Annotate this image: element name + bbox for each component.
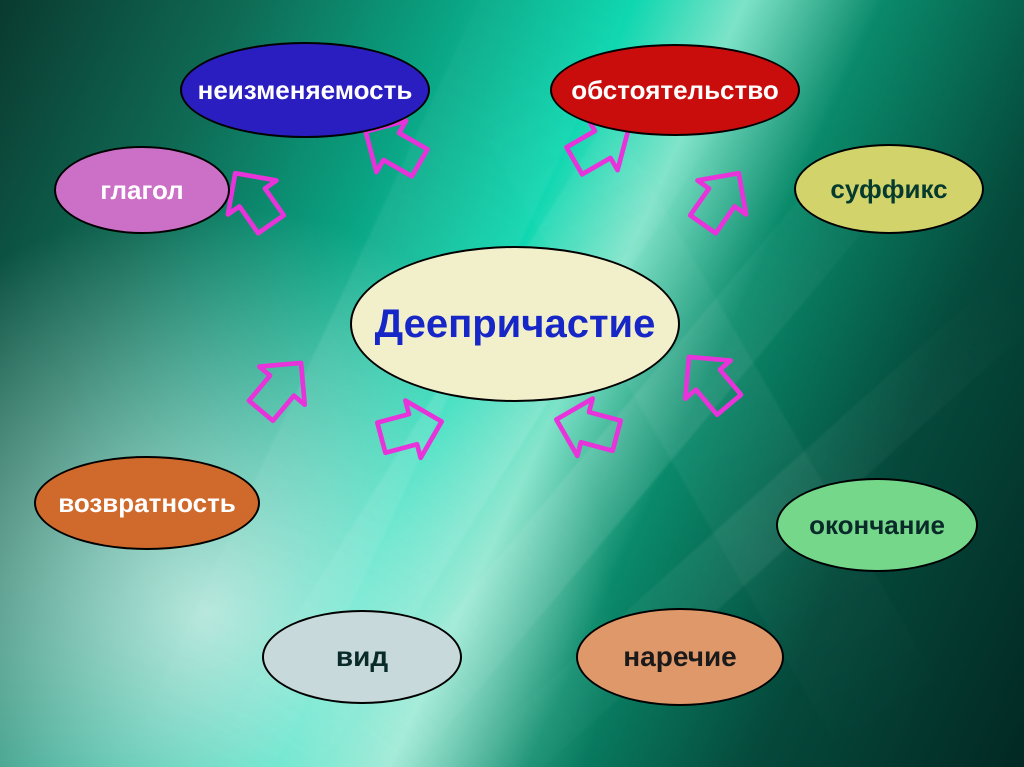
center-node: Деепричастие [350,246,680,402]
node-label-aspect: вид [336,641,388,673]
node-reflexivity: возвратность [34,456,260,550]
node-adverb: наречие [576,608,784,706]
node-circumstance: обстоятельство [550,44,800,136]
node-suffix: суффикс [794,144,984,234]
node-label-verb: глагол [100,175,183,206]
node-label-circumstance: обстоятельство [571,75,779,106]
node-aspect: вид [262,610,462,704]
node-label-reflexivity: возвратность [58,488,236,519]
node-ending: окончание [776,478,978,572]
node-label-adverb: наречие [623,641,737,673]
node-immutability: неизменяемость [180,42,430,138]
node-label-immutability: неизменяемость [198,75,413,106]
center-label: Деепричастие [375,302,656,347]
node-label-ending: окончание [809,510,945,541]
node-verb: глагол [54,146,230,234]
node-label-suffix: суффикс [830,174,947,205]
diagram-stage: Деепричастие неизменяемость обстоятельств… [0,0,1024,767]
